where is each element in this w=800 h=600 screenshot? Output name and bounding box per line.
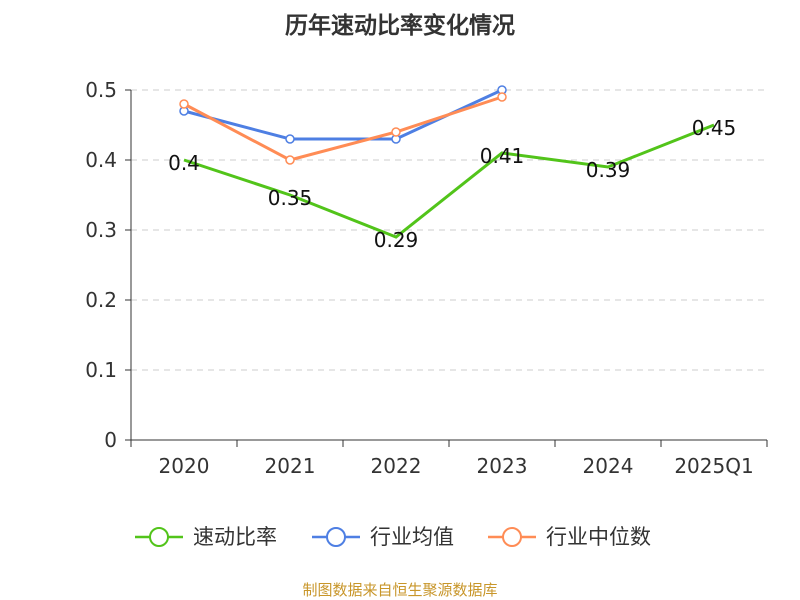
data-label: 0.29 [374, 228, 419, 252]
data-point[interactable] [391, 127, 401, 137]
legend-label[interactable]: 速动比率 [193, 525, 277, 549]
x-tick-label: 2020 [159, 454, 210, 478]
series-line [183, 88, 503, 141]
legend-marker [502, 527, 522, 547]
y-tick-label: 0.4 [85, 148, 117, 172]
legend-label[interactable]: 行业均值 [370, 525, 454, 549]
legend-label[interactable]: 行业中位数 [546, 525, 651, 549]
y-tick-label: 0 [104, 428, 117, 452]
series-line [183, 95, 503, 162]
y-tick-label: 0.5 [85, 78, 117, 102]
chart-title: 历年速动比率变化情况 [285, 12, 515, 39]
data-label: 0.4 [168, 151, 200, 175]
data-point[interactable] [285, 155, 295, 165]
y-tick-label: 0.2 [85, 288, 117, 312]
data-label: 0.35 [268, 186, 313, 210]
data-label: 0.41 [480, 144, 525, 168]
data-label: 0.39 [586, 158, 631, 182]
data-point[interactable] [285, 134, 295, 144]
y-tick-label: 0.1 [85, 358, 117, 382]
x-tick-label: 2025Q1 [674, 454, 753, 478]
data-label: 0.45 [692, 116, 737, 140]
y-tick-label: 0.3 [85, 218, 117, 242]
x-tick-label: 2024 [583, 454, 634, 478]
x-tick-label: 2022 [371, 454, 422, 478]
x-tick-label: 2023 [477, 454, 528, 478]
x-tick-label: 2021 [265, 454, 316, 478]
data-point[interactable] [497, 92, 507, 102]
legend-marker [149, 527, 169, 547]
source-note: 制图数据来自恒生聚源数据库 [302, 581, 497, 599]
series-line [183, 123, 715, 239]
data-point[interactable] [179, 99, 189, 109]
legend-marker [326, 527, 346, 547]
